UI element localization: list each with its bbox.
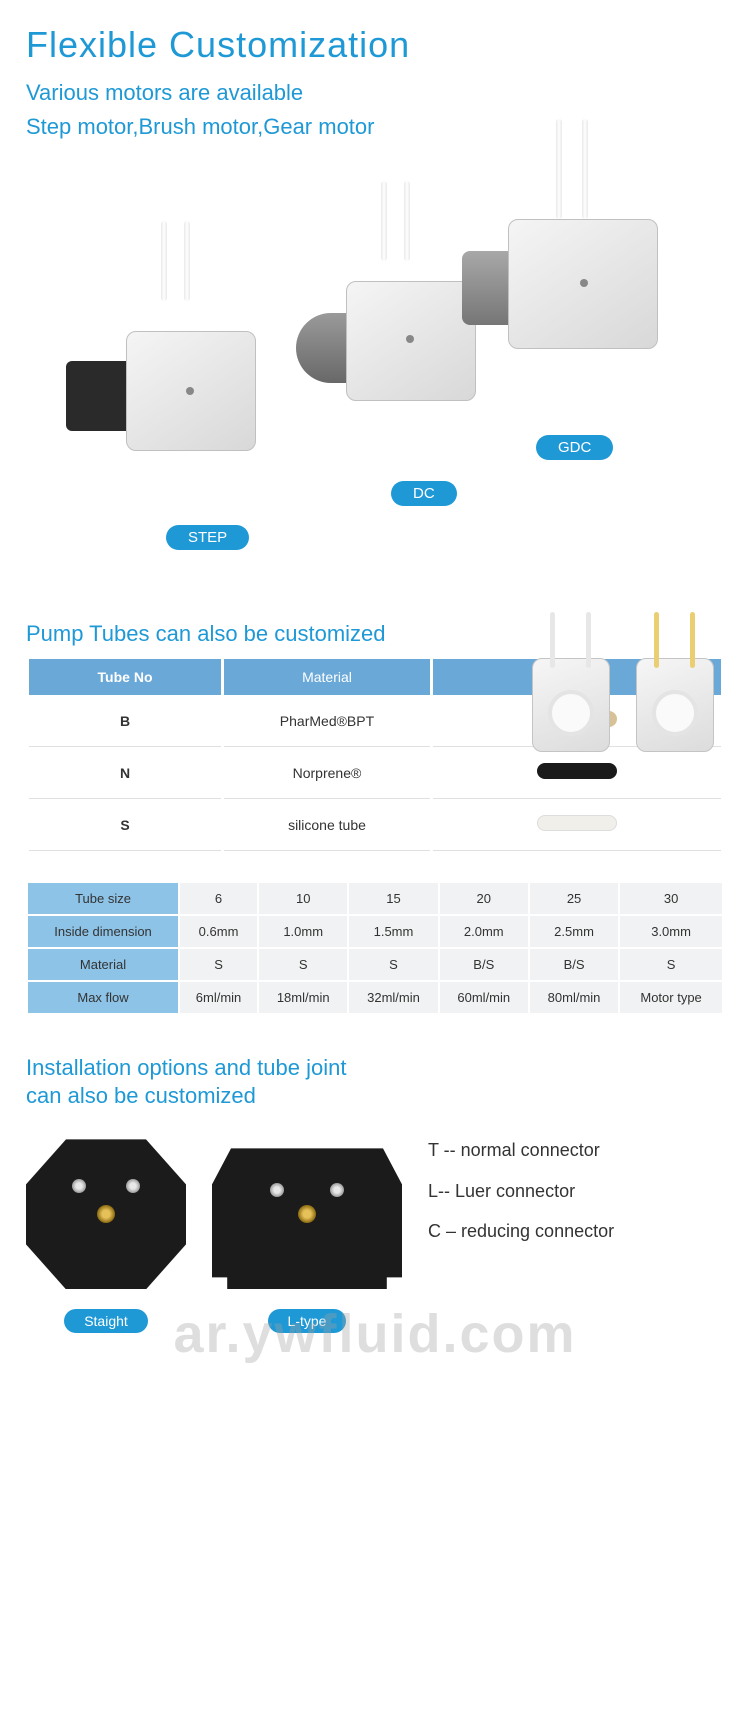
spec-cell: B/S (440, 949, 528, 980)
spec-cell: S (620, 949, 722, 980)
install-straight: Staight (26, 1139, 186, 1333)
subtitle-line-2: Step motor,Brush motor,Gear motor (26, 112, 724, 142)
connector-t: T -- normal connector (428, 1139, 724, 1162)
spec-cell: 80ml/min (530, 982, 618, 1013)
spec-row-label: Material (28, 949, 178, 980)
tube-col-no: Tube No (29, 659, 221, 695)
install-section: Installation options and tube joint can … (26, 1055, 724, 1333)
spec-cell: 25 (530, 883, 618, 914)
tube-material: Norprene® (224, 747, 430, 799)
table-row: Material S S S B/S B/S S (28, 949, 722, 980)
spec-cell: 6ml/min (180, 982, 257, 1013)
spec-cell: 18ml/min (259, 982, 347, 1013)
connector-l: L-- Luer connector (428, 1180, 724, 1203)
pumphead-yellow-tube (630, 612, 720, 752)
spec-row-label: Inside dimension (28, 916, 178, 947)
gdc-label-pill: GDC (536, 435, 613, 460)
connectors-list: T -- normal connector L-- Luer connector… (428, 1139, 724, 1243)
pump-step (116, 291, 256, 441)
install-ltype: L-type (212, 1139, 402, 1333)
page-title: Flexible Customization (26, 24, 724, 66)
tube-no: B (29, 695, 221, 747)
table-row: Tube size 6 10 15 20 25 30 (28, 883, 722, 914)
tube-picture (433, 747, 721, 799)
spec-cell: 2.0mm (440, 916, 528, 947)
pump-dc (326, 251, 466, 401)
step-label-pill: STEP (166, 525, 249, 550)
pumphead-white-tube (526, 612, 616, 752)
spec-cell: B/S (530, 949, 618, 980)
spec-cell: 32ml/min (349, 982, 437, 1013)
install-title-2: can also be customized (26, 1083, 724, 1109)
spec-cell: 30 (620, 883, 722, 914)
spec-table: Tube size 6 10 15 20 25 30 Inside dimens… (26, 881, 724, 1015)
tube-no: S (29, 799, 221, 851)
spec-cell: 15 (349, 883, 437, 914)
install-title-1: Installation options and tube joint (26, 1055, 724, 1081)
subtitle-line-1: Various motors are available (26, 78, 724, 108)
table-row: Max flow 6ml/min 18ml/min 32ml/min 60ml/… (28, 982, 722, 1013)
spec-cell: 20 (440, 883, 528, 914)
spec-cell: 6 (180, 883, 257, 914)
connector-c: C – reducing connector (428, 1220, 724, 1243)
spec-row-label: Max flow (28, 982, 178, 1013)
spec-cell: 60ml/min (440, 982, 528, 1013)
spec-cell: S (349, 949, 437, 980)
tube-picture (433, 799, 721, 851)
mount-straight-shape (26, 1139, 186, 1289)
dc-label-pill: DC (391, 481, 457, 506)
spec-cell: 10 (259, 883, 347, 914)
pumphead-pair (526, 612, 720, 752)
straight-label-pill: Staight (64, 1309, 148, 1333)
motors-illustration: STEP DC GDC (26, 151, 724, 581)
spec-cell: 2.5mm (530, 916, 618, 947)
spec-cell: 1.0mm (259, 916, 347, 947)
tube-col-material: Material (224, 659, 430, 695)
tube-no: N (29, 747, 221, 799)
spec-cell: 1.5mm (349, 916, 437, 947)
mount-l-shape (212, 1139, 402, 1289)
spec-cell: 3.0mm (620, 916, 722, 947)
tube-material: silicone tube (224, 799, 430, 851)
spec-cell: Motor type (620, 982, 722, 1013)
table-row: N Norprene® (29, 747, 721, 799)
table-row: Inside dimension 0.6mm 1.0mm 1.5mm 2.0mm… (28, 916, 722, 947)
spec-cell: 0.6mm (180, 916, 257, 947)
spec-cell: S (180, 949, 257, 980)
tube-material: PharMed®BPT (224, 695, 430, 747)
ltype-label-pill: L-type (268, 1309, 347, 1333)
table-row: S silicone tube (29, 799, 721, 851)
spec-cell: S (259, 949, 347, 980)
pump-gdc (486, 199, 626, 349)
spec-row-label: Tube size (28, 883, 178, 914)
